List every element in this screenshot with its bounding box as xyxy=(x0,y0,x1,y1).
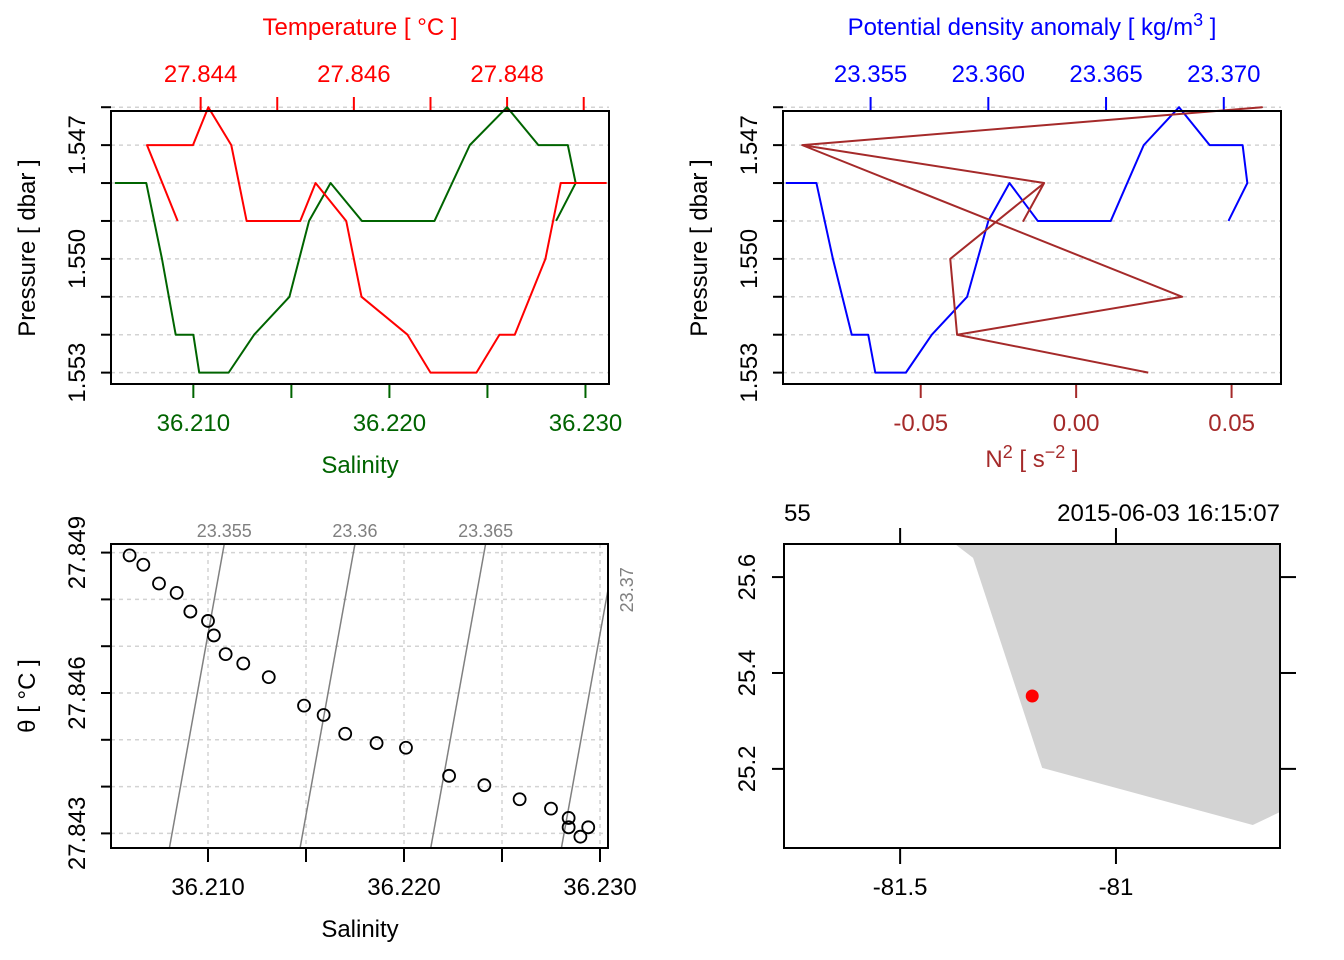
bottom-axis-tick-label: -0.05 xyxy=(893,410,948,437)
ts-point xyxy=(206,628,221,643)
isopycnal-label: 23.37 xyxy=(617,567,637,612)
isopycnal-line xyxy=(299,544,356,848)
top-axis-tick-label: 23.355 xyxy=(834,61,907,88)
n2-axis-label: N2 [ s−2 ] xyxy=(985,442,1078,473)
lat-tick-label: 25.2 xyxy=(734,746,761,793)
isopycnal-label: 23.36 xyxy=(332,521,377,541)
y-tick-label: 1.547 xyxy=(736,115,763,175)
station-label: 55 xyxy=(784,500,811,527)
y-tick-label: 1.550 xyxy=(736,229,763,289)
lat-tick-label: 25.4 xyxy=(734,650,761,697)
lon-tick-label: -81.5 xyxy=(873,874,928,901)
isopycnal-line xyxy=(429,544,487,848)
time-label: 2015-06-03 16:15:07 xyxy=(1057,500,1280,527)
ts-point xyxy=(561,820,576,835)
top-axis-tick-label: 27.844 xyxy=(164,61,237,88)
panel-temperature-salinity: Temperature [ °C ] Salinity Pressure [ d… xyxy=(14,14,622,479)
pressure-axis-label: Pressure [ dbar ] xyxy=(14,159,41,336)
top-axis-tick-label: 27.848 xyxy=(470,61,543,88)
ts-point xyxy=(316,708,331,722)
plot-area-density-profile: 1.547 1.550 1.553 23.355 23.360 23.365 23.370 -… xyxy=(736,61,1282,437)
ts-point xyxy=(152,576,166,591)
ts-point xyxy=(544,801,558,816)
ts-point xyxy=(218,647,233,662)
top-axis-tick-label: 23.370 xyxy=(1187,61,1260,88)
isopycnal-label: 23.365 xyxy=(458,521,513,541)
panel-station-map: 55 2015-06-03 16:15:07 -81.5 -81 25.6 25.4 2… xyxy=(734,500,1296,901)
plot-frame xyxy=(110,543,609,849)
bottom-axis-tick-label: 0.05 xyxy=(1208,410,1255,437)
bottom-axis-tick-label: 36.230 xyxy=(549,410,622,437)
top-axis-tick-label: 23.360 xyxy=(952,61,1025,88)
top-axis-tick-label: 23.365 xyxy=(1069,61,1142,88)
density-line xyxy=(785,106,1249,374)
lat-tick-label: 25.6 xyxy=(734,554,761,601)
bottom-axis-tick-label: 36.220 xyxy=(353,410,426,437)
ts-point xyxy=(477,778,492,793)
plot-frame xyxy=(783,543,1281,849)
y-tick-label: 1.550 xyxy=(64,229,91,289)
bottom-axis-tick-label: 36.210 xyxy=(157,410,230,437)
density-axis-title: Potential density anomaly [ kg/m3 ] xyxy=(848,10,1217,41)
n2-line xyxy=(801,106,1264,374)
ts-point xyxy=(369,736,384,750)
y-tick-label: 1.553 xyxy=(736,343,763,403)
isopycnal-line xyxy=(168,544,226,848)
x-tick-label: 36.230 xyxy=(563,874,636,901)
y-tick-label: 27.843 xyxy=(64,797,91,870)
plot-frame xyxy=(782,110,1282,385)
y-tick-label: 27.849 xyxy=(64,516,91,589)
station-marker xyxy=(1025,689,1039,703)
ts-point xyxy=(338,726,353,741)
x-tick-label: 36.220 xyxy=(367,874,440,901)
ts-point xyxy=(261,670,276,684)
lon-tick-label: -81 xyxy=(1099,874,1134,901)
ts-point xyxy=(573,829,588,844)
ts-point xyxy=(561,811,576,825)
plot-area-map: -81.5 -81 25.6 25.4 25.2 xyxy=(734,528,1296,901)
ts-point xyxy=(201,614,215,628)
bottom-axis-tick-label: 0.00 xyxy=(1053,410,1100,437)
ts-point xyxy=(297,698,311,713)
panel-ts-diagram: Salinity θ [ °C ] 36.210 36.220 36.230 27.8… xyxy=(14,516,637,943)
isopycnal-label: 23.355 xyxy=(197,521,252,541)
y-tick-label: 27.846 xyxy=(64,656,91,729)
ts-point xyxy=(122,548,137,563)
top-axis-tick-label: 27.846 xyxy=(317,61,390,88)
temperature-axis-title: Temperature [ °C ] xyxy=(263,14,458,41)
ts-point xyxy=(169,585,184,600)
ts-point xyxy=(442,768,456,783)
ts-point xyxy=(236,656,251,671)
temperature-line xyxy=(146,106,607,374)
ts-point xyxy=(136,557,151,572)
salinity-line xyxy=(114,106,577,374)
panel-density-n2: Potential density anomaly [ kg/m3 ] N2 [… xyxy=(686,10,1282,473)
salinity-axis-label: Salinity xyxy=(321,916,398,943)
y-tick-label: 1.553 xyxy=(64,343,91,403)
salinity-axis-label: Salinity xyxy=(321,452,398,479)
pressure-axis-label: Pressure [ dbar ] xyxy=(686,159,713,336)
land-polygon xyxy=(954,544,1280,825)
plot-area-ts-profile: 1.547 1.550 1.553 27.844 27.846 27.848 36.210 3… xyxy=(64,61,622,437)
x-tick-label: 36.210 xyxy=(171,874,244,901)
ts-point xyxy=(581,820,596,835)
theta-axis-label: θ [ °C ] xyxy=(14,659,41,733)
ts-point xyxy=(512,792,527,807)
plot-area-ts-diagram: 36.210 36.220 36.230 27.849 27.846 27.843 23.3… xyxy=(64,516,637,901)
ts-point xyxy=(183,604,198,619)
plot-frame xyxy=(110,110,610,385)
ts-point xyxy=(399,740,413,755)
y-tick-label: 1.547 xyxy=(64,115,91,175)
